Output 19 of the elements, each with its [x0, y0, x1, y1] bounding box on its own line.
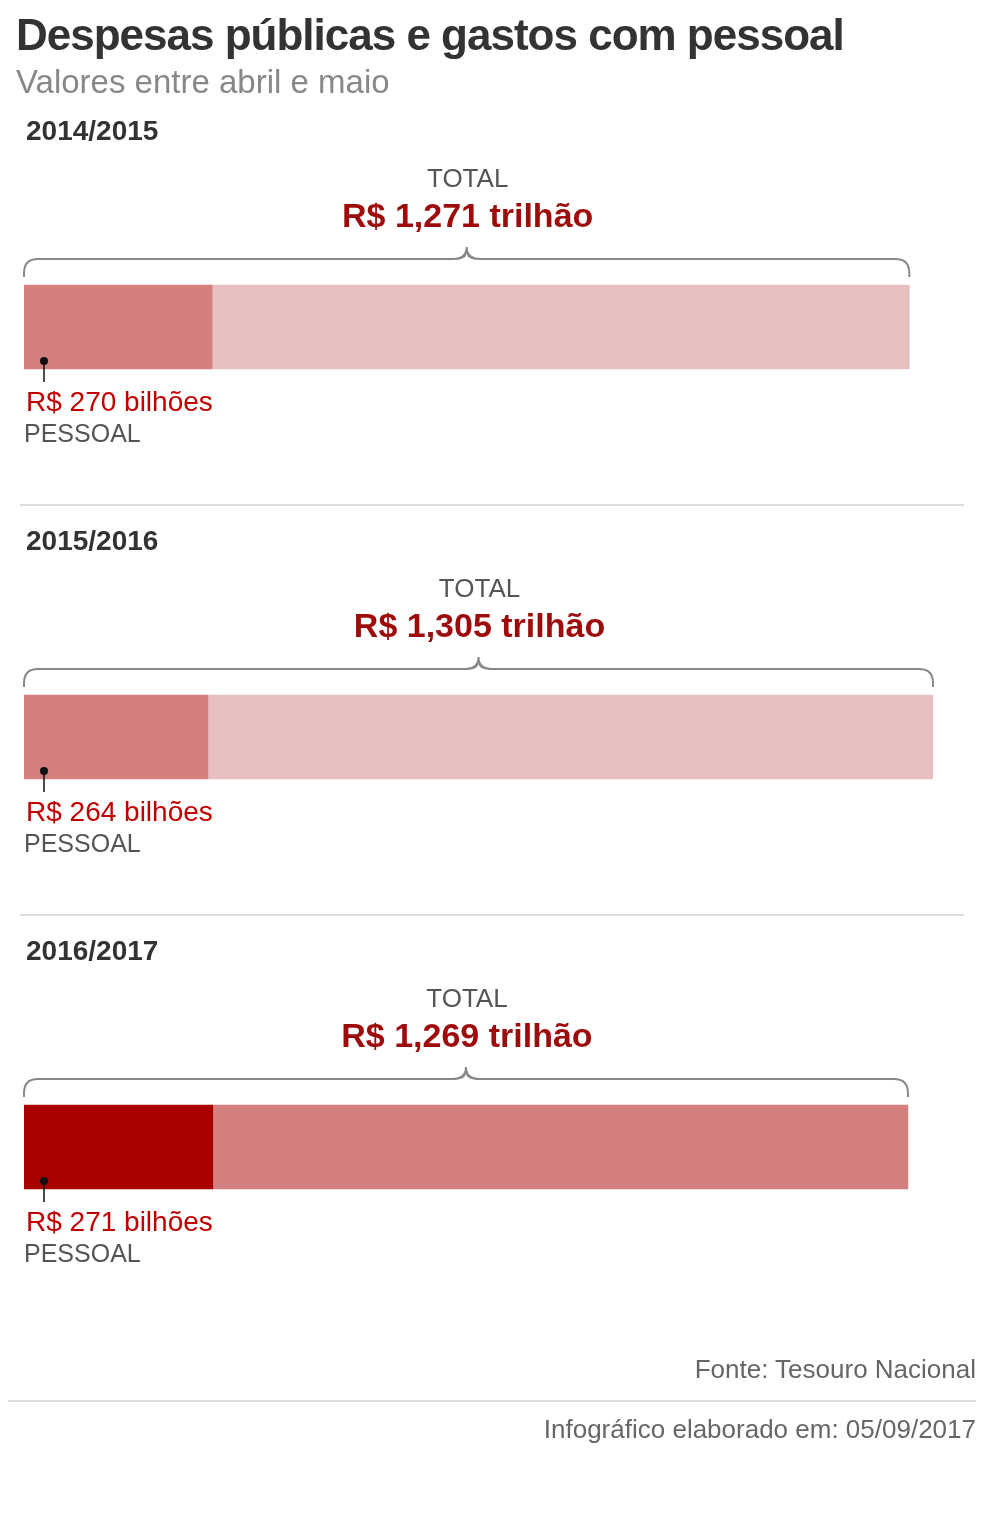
total-label: R$ 1,305 trilhão [353, 606, 606, 644]
total-label: R$ 1,269 trilhão [341, 1016, 593, 1054]
annotation: TOTAL [426, 983, 508, 1013]
chart-subtitle: Valores entre abril e maio [15, 62, 391, 102]
annotation: TOTAL [438, 573, 521, 603]
text: Infográfico elaborado em: 05/09/2017 [8, 1400, 976, 1446]
y-tick-label: 2015/2016 [26, 525, 159, 556]
series-label: PESSOAL [24, 829, 141, 857]
chart-title: Despesas públicas e gastos com pessoal [15, 9, 845, 61]
y-tick-label: 2014/2015 [26, 115, 159, 146]
annotation: TOTAL [426, 163, 509, 193]
total-label: R$ 1,271 trilhão [341, 196, 594, 234]
data-label: R$ 271 bilhões [26, 1206, 213, 1237]
y-tick-label: 2016/2017 [26, 935, 159, 966]
data-label: R$ 270 bilhões [26, 386, 213, 417]
text: PESSOAL [24, 419, 141, 447]
text: PESSOAL [24, 1239, 141, 1267]
data-label: R$ 264 bilhões [26, 796, 213, 827]
source-note: Fonte: Tesouro Nacional [693, 1353, 976, 1386]
